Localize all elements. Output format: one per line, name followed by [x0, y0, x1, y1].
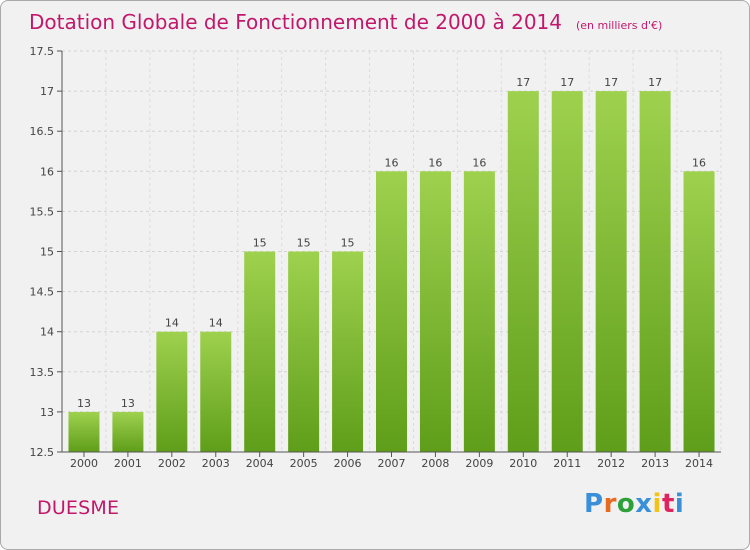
- bar-value-label: 17: [604, 76, 618, 89]
- x-tick-label: 2001: [114, 457, 142, 470]
- axes: [57, 50, 721, 457]
- bar-value-label: 16: [692, 156, 706, 169]
- logo-letter: x: [635, 489, 653, 519]
- bar: [156, 331, 188, 452]
- bar: [288, 251, 320, 452]
- title-line: Dotation Globale de Fonctionnement de 20…: [29, 10, 662, 34]
- proxiti-logo[interactable]: Proxiti: [584, 489, 684, 519]
- bar: [683, 171, 715, 453]
- x-tick-label: 2010: [509, 457, 537, 470]
- bar: [376, 171, 407, 453]
- y-tick-label: 16: [40, 165, 54, 178]
- bar: [244, 251, 276, 452]
- logo-letter: t: [661, 489, 675, 519]
- bar: [639, 91, 671, 452]
- bar: [332, 251, 364, 452]
- y-tick-label: 12.5: [30, 446, 55, 459]
- bar-value-label: 15: [297, 237, 311, 250]
- place-name: DUESME: [37, 497, 120, 519]
- bar: [551, 91, 583, 452]
- x-tick-label: 2009: [465, 457, 493, 470]
- y-tick-label: 15.5: [30, 205, 55, 218]
- bar-value-label: 17: [648, 76, 662, 89]
- x-tick-label: 2011: [553, 457, 581, 470]
- bar: [68, 411, 100, 452]
- x-tick-label: 2005: [290, 457, 318, 470]
- bar-value-label: 16: [428, 156, 442, 169]
- logo-letter: r: [603, 489, 617, 519]
- bar: [507, 91, 539, 452]
- bar-value-label: 14: [209, 317, 223, 330]
- x-tick-label: 2007: [378, 457, 406, 470]
- chart-subtitle: (en milliers d'€): [576, 19, 663, 32]
- y-tick-label: 14: [40, 326, 54, 339]
- logo-letter: i: [652, 489, 662, 519]
- bar: [595, 91, 627, 452]
- bar: [463, 171, 495, 453]
- x-tick-label: 2014: [685, 457, 713, 470]
- y-tick-label: 17.5: [30, 45, 55, 58]
- bar-value-label: 16: [472, 156, 486, 169]
- bar-value-label: 17: [560, 76, 574, 89]
- y-tick-label: 13.5: [30, 366, 55, 379]
- y-tick-label: 16.5: [30, 125, 55, 138]
- bar-value-label: 13: [77, 397, 91, 410]
- x-tick-label: 2003: [202, 457, 230, 470]
- x-tick-label: 2008: [421, 457, 449, 470]
- bar-value-label: 15: [253, 237, 267, 250]
- y-tick-label: 15: [40, 246, 54, 259]
- x-tick-label: 2000: [70, 457, 98, 470]
- y-tick-label: 14.5: [30, 286, 55, 299]
- y-tick-label: 13: [40, 406, 54, 419]
- bar: [200, 331, 232, 452]
- y-tick-label: 17: [40, 85, 54, 98]
- chart-title: Dotation Globale de Fonctionnement de 20…: [29, 10, 562, 34]
- bar-value-label: 16: [385, 156, 399, 169]
- x-tick-label: 2013: [641, 457, 669, 470]
- logo-letter: P: [584, 489, 604, 519]
- bar-value-label: 15: [341, 237, 355, 250]
- x-tick-label: 2006: [334, 457, 362, 470]
- bar-value-label: 14: [165, 317, 179, 330]
- bar: [112, 411, 144, 452]
- logo-letter: o: [616, 489, 636, 519]
- bars: [68, 91, 715, 453]
- x-tick-label: 2004: [246, 457, 274, 470]
- logo-letter: i: [674, 489, 685, 519]
- bar-value-label: 13: [121, 397, 135, 410]
- x-tick-label: 2002: [158, 457, 186, 470]
- labels: 12.5 13 13.5 14 14.5 15 15.5 16 16.5 17 17.5 13 2000…: [30, 45, 714, 470]
- x-tick-label: 2012: [597, 457, 625, 470]
- bar: [419, 171, 451, 453]
- bar-value-label: 17: [516, 76, 530, 89]
